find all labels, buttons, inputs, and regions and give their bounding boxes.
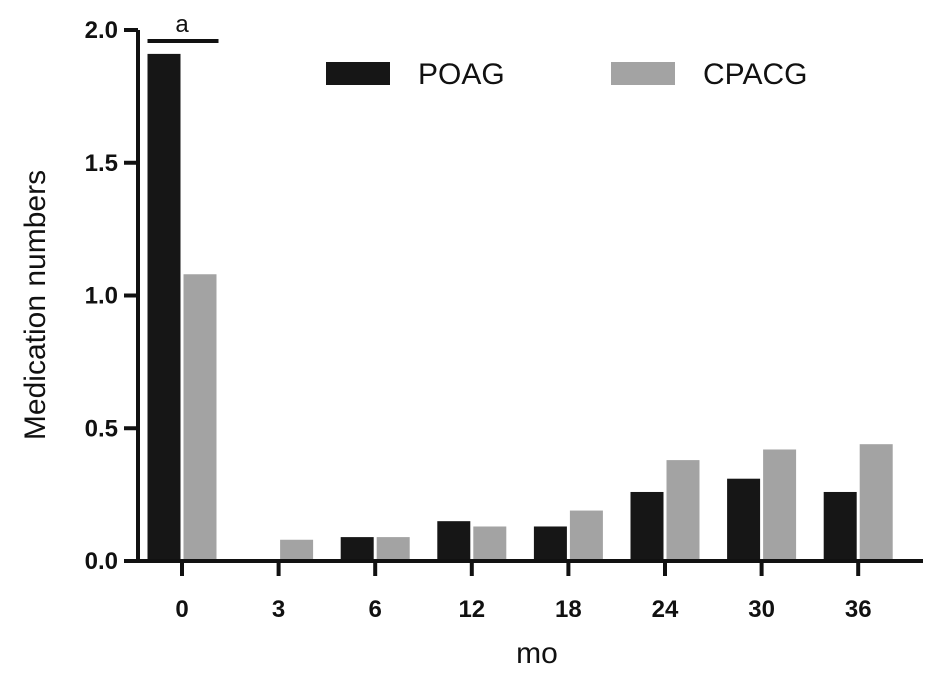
y-axis-title: Medication numbers <box>19 170 52 440</box>
y-tick-label: 0.0 <box>85 548 118 575</box>
bar-cpacg-36 <box>859 444 893 561</box>
y-ticks: 0.0 0.5 1.0 1.5 2.0 <box>85 17 138 575</box>
bar-poag-36 <box>823 491 857 561</box>
axes <box>136 30 923 563</box>
x-tick-label: 0 <box>175 596 188 623</box>
significance-label: a <box>175 11 189 38</box>
annotations: a <box>147 11 219 43</box>
y-tick-label: 1.5 <box>85 150 118 177</box>
bar-cpacg-3 <box>280 539 314 561</box>
bar-cpacg-18 <box>569 510 603 561</box>
x-axis-title: mo <box>516 637 558 670</box>
x-tick-label: 12 <box>458 596 485 623</box>
legend-swatch-poag <box>326 62 390 85</box>
bar-cpacg-0 <box>183 274 217 561</box>
x-tick-label: 30 <box>748 596 775 623</box>
y-tick-label: 0.5 <box>85 415 118 442</box>
x-tick-label: 6 <box>369 596 382 623</box>
y-tick-label: 2.0 <box>85 17 118 44</box>
legend-swatch-cpacg <box>611 62 675 85</box>
legend-label-cpacg: CPACG <box>703 58 807 91</box>
bar-cpacg-12 <box>473 526 507 561</box>
legend-label-poag: POAG <box>418 58 505 91</box>
bar-cpacg-6 <box>376 537 410 561</box>
x-tick-label: 24 <box>652 596 679 623</box>
x-tick-label: 18 <box>555 596 582 623</box>
bar-poag-6 <box>340 537 374 561</box>
x-tick-label: 36 <box>845 596 872 623</box>
bar-poag-24 <box>630 491 664 561</box>
bar-cpacg-30 <box>763 449 797 561</box>
bar-poag-12 <box>437 521 471 561</box>
legend: POAG CPACG <box>326 58 807 91</box>
plot-area <box>147 53 893 562</box>
bar-poag-30 <box>727 478 761 561</box>
bar-poag-0 <box>147 53 181 562</box>
x-ticks: 0 3 6 12 18 24 30 36 <box>175 561 872 623</box>
bar-cpacg-24 <box>666 460 700 561</box>
bar-poag-18 <box>533 526 567 561</box>
x-tick-label: 3 <box>272 596 285 623</box>
y-tick-label: 1.0 <box>85 283 118 310</box>
